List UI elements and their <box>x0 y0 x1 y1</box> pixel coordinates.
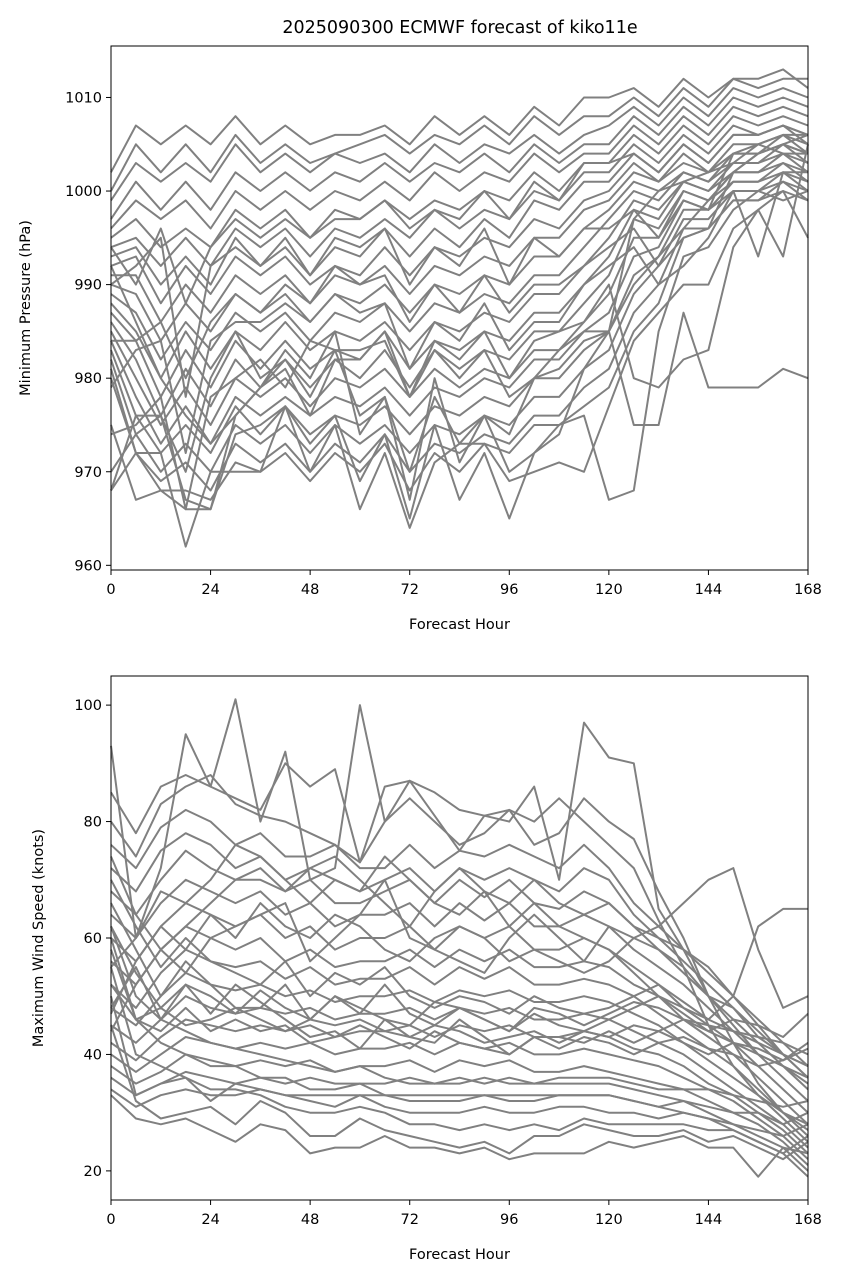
wind-series-line-27 <box>110 879 809 1068</box>
pressure-series-lines <box>110 68 809 548</box>
pressure-x-ticks: 0 24 48 72 96 120 144 168 <box>106 570 822 598</box>
pressure-y-tick-label: 1000 <box>65 184 102 200</box>
wind-series-line-18 <box>110 1094 809 1178</box>
pressure-series-line-5 <box>110 105 809 230</box>
wind-x-tick-label: 120 <box>595 1212 623 1228</box>
wind-series-line-21 <box>110 966 809 1137</box>
wind-series-line-33 <box>110 984 809 1062</box>
wind-series-line-24 <box>110 966 809 1056</box>
wind-series-line-22 <box>110 937 809 1126</box>
wind-series-line-30 <box>110 855 808 1032</box>
wind-series-line-23 <box>110 926 809 1108</box>
pressure-series-line-29 <box>110 124 809 305</box>
pressure-x-tick-label: 96 <box>500 582 518 598</box>
wind-panel: 0 24 48 72 96 120 144 168 20 40 60 80 100 Forecast … <box>31 675 822 1263</box>
pressure-x-tick-label: 72 <box>400 582 418 598</box>
pressure-plot-frame <box>110 45 809 571</box>
pressure-series-line-2 <box>110 77 808 192</box>
pressure-series-line-26 <box>110 171 808 454</box>
wind-x-tick-label: 24 <box>201 1212 219 1228</box>
pressure-series-line-22 <box>110 190 809 520</box>
pressure-series-line-18 <box>110 171 809 454</box>
pressure-series-line-16 <box>110 162 809 426</box>
wind-series-line-11 <box>110 971 809 1143</box>
wind-series-line-6 <box>110 849 809 1091</box>
wind-x-tick-label: 48 <box>301 1212 319 1228</box>
wind-x-tick-label: 0 <box>106 1212 115 1228</box>
pressure-series-line-3 <box>110 87 809 201</box>
pressure-x-tick-label: 0 <box>106 582 115 598</box>
wind-series-line-16 <box>110 1070 809 1172</box>
pressure-x-tick-label: 144 <box>695 582 723 598</box>
pressure-y-tick-label: 990 <box>74 278 102 294</box>
pressure-chart-title: 2025090300 ECMWF forecast of kiko11e <box>282 18 637 38</box>
pressure-series-line-4 <box>110 96 809 220</box>
wind-y-axis-label: Maximum Wind Speed (knots) <box>31 829 47 1047</box>
wind-series-lines <box>110 698 809 1178</box>
wind-y-ticks: 20 40 60 80 100 <box>74 698 111 1180</box>
pressure-panel: 2025090300 ECMWF forecast of kiko11e 0 24… <box>18 18 822 633</box>
wind-series-line-13 <box>110 1018 809 1155</box>
wind-y-tick-label: 80 <box>84 815 102 831</box>
wind-series-line-31 <box>110 867 809 1015</box>
wind-x-ticks: 0 24 48 72 96 120 144 168 <box>106 1200 822 1228</box>
pressure-series-line-24 <box>110 311 809 511</box>
pressure-series-line-27 <box>111 133 809 380</box>
wind-series-line-10 <box>110 948 809 1137</box>
pressure-series-line-25 <box>110 144 809 511</box>
pressure-series-line-30 <box>110 143 808 491</box>
pressure-series-line-1 <box>110 68 809 173</box>
pressure-y-axis-label: Minimum Pressure (hPa) <box>18 220 34 396</box>
wind-x-tick-label: 96 <box>500 1212 518 1228</box>
pressure-x-tick-label: 120 <box>595 582 623 598</box>
wind-x-tick-label: 144 <box>695 1212 723 1228</box>
pressure-series-line-6 <box>110 115 809 249</box>
wind-series-line-15 <box>110 1053 809 1166</box>
wind-series-line-19 <box>110 1024 809 1161</box>
pressure-x-axis-label: Forecast Hour <box>409 617 510 633</box>
pressure-x-tick-label: 168 <box>794 582 822 598</box>
pressure-series-line-7 <box>110 124 809 267</box>
wind-y-tick-label: 100 <box>74 698 102 714</box>
pressure-series-line-28 <box>110 133 808 398</box>
pressure-series-line-9 <box>110 133 809 305</box>
pressure-series-line-14 <box>110 152 809 398</box>
wind-series-line-7 <box>110 878 809 1102</box>
wind-series-line-25 <box>110 949 809 1068</box>
wind-series-line-32 <box>110 925 809 1038</box>
wind-series-line-9 <box>110 925 809 1126</box>
wind-x-tick-label: 168 <box>794 1212 822 1228</box>
pressure-y-ticks: 960 970 980 990 1000 1010 <box>65 90 111 574</box>
pressure-x-tick-label: 24 <box>201 582 219 598</box>
pressure-y-tick-label: 980 <box>74 371 102 387</box>
pressure-y-tick-label: 960 <box>74 558 102 574</box>
pressure-y-tick-label: 1010 <box>65 90 102 106</box>
wind-y-tick-label: 20 <box>84 1164 102 1180</box>
pressure-series-line-31 <box>110 143 809 445</box>
wind-series-line-29 <box>110 843 809 1067</box>
pressure-y-tick-label: 970 <box>74 465 102 481</box>
pressure-series-line-10 <box>111 133 809 323</box>
wind-x-tick-label: 72 <box>400 1212 418 1228</box>
wind-x-axis-label: Forecast Hour <box>409 1247 510 1263</box>
wind-series-line-4 <box>110 808 809 1068</box>
pressure-x-tick-label: 48 <box>301 582 319 598</box>
wind-y-tick-label: 40 <box>84 1047 102 1063</box>
wind-y-tick-label: 60 <box>84 931 102 947</box>
